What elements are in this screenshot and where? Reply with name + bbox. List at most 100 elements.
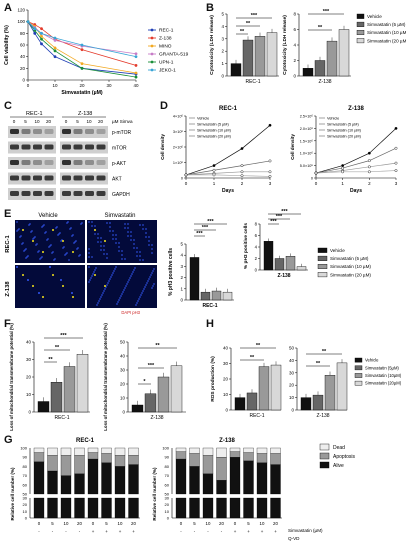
panel-e-nucleus xyxy=(21,243,23,245)
panel-c-band xyxy=(44,129,54,134)
panel-e-nucleus xyxy=(130,235,132,237)
panel-e-nucleus xyxy=(145,232,147,234)
panel-a-point xyxy=(53,36,57,40)
panel-e-nucleus xyxy=(115,266,117,268)
panel-g-rec-ytick-label: 60 xyxy=(23,482,28,487)
panel-g-rec-dose-label: 10 xyxy=(64,521,69,526)
panel-e-nucleus xyxy=(141,292,143,294)
panel-g-z-bar-dead xyxy=(202,447,214,456)
panel-e-legend-swatch xyxy=(317,264,328,270)
panel-h-rec-bar xyxy=(234,397,246,411)
panel-d-z-point xyxy=(341,170,345,174)
panel-a-point xyxy=(40,42,43,46)
panel-e-nucleus xyxy=(136,247,138,249)
panel-e-z-ytick-label: 2 xyxy=(255,256,258,261)
panel-g-rec-bar-alive xyxy=(101,462,112,495)
panel-g-rec-qvd-label: - xyxy=(52,529,54,534)
panel-e-nucleus xyxy=(71,235,73,237)
panel-e-z-ytick-label: 6 xyxy=(255,233,258,238)
panel-b-legend-swatch xyxy=(356,38,365,44)
panel-a-ytick-label: 60 xyxy=(20,43,26,48)
panel-c-row-label: mTOR xyxy=(112,146,127,152)
panel-a-ytick-label: 80 xyxy=(20,31,26,36)
panel-g-z-bar-apoptosis xyxy=(175,451,187,460)
panel-g-z-ytick-label: 70 xyxy=(165,473,170,478)
panel-c-band xyxy=(85,144,94,150)
panel-f-z-ytick-label: 50 xyxy=(120,340,126,345)
panel-g-z-bar-alive-bottom xyxy=(175,497,187,519)
panel-a-point xyxy=(134,52,138,56)
panel-e-nucleus xyxy=(91,256,93,258)
panel-d-rec-xtick-label: 3 xyxy=(269,181,272,186)
panel-d-rec-xlabel: Days xyxy=(222,188,234,194)
panel-c-band xyxy=(33,144,42,150)
panel-g-rec-ylabel: Relative cell number (%) xyxy=(10,467,15,521)
panel-g-z-bar-dead xyxy=(270,447,281,454)
panel-e-nucleus xyxy=(144,286,146,288)
panel-a-legend-label: Z-138 xyxy=(159,36,172,42)
panel-e-ylabel: % pH3 positive cells xyxy=(168,248,174,296)
panel-g-rec-qvd-label: + xyxy=(132,529,135,534)
panel-c-blot-strip xyxy=(60,157,108,169)
panel-e-nucleus xyxy=(32,238,34,240)
panel-d-z-legend-label: Simvastatin (10 µM) xyxy=(327,128,362,132)
panel-e-ph3-cell xyxy=(42,296,44,298)
panel-g-rec-ytick-label: 80 xyxy=(23,464,28,469)
panel-c-band xyxy=(10,144,19,150)
panel-e-nucleus xyxy=(91,275,93,277)
panel-c-band xyxy=(10,129,19,134)
panel-g-rec-bar-dead xyxy=(74,447,85,456)
panel-e-nucleus xyxy=(88,221,90,223)
panel-a-xtick-label: 20 xyxy=(79,83,85,88)
panel-f-rec-ytick-label: 20 xyxy=(26,375,32,380)
panel-a-point xyxy=(80,66,84,70)
panel-d-z-ytick-label: 5.0×10⁵ xyxy=(300,164,314,168)
panel-e-rec-bar xyxy=(211,290,222,301)
panel-a-point xyxy=(33,27,37,31)
panel-b-group-label: Z-138 xyxy=(318,79,331,85)
panel-d-rec-xtick-label: 0 xyxy=(185,181,188,186)
panel-b-legend-label: Simvastatin (20 µM) xyxy=(367,38,406,43)
panel-d-z-point xyxy=(314,171,318,175)
panel-h-rec-sig-label: ** xyxy=(250,355,255,361)
panel-c-band xyxy=(73,175,83,181)
panel-e-rec-ytick-label: 5 xyxy=(180,242,183,247)
panel-e-nucleus xyxy=(116,303,118,305)
panel-g-z-bar-alive-bottom xyxy=(189,497,200,519)
panel-d-rec-ytick-label: 0 xyxy=(181,177,183,181)
panel-a-legend-marker xyxy=(150,44,154,48)
panel-b-z-ytick-label: 4 xyxy=(293,43,296,48)
panel-e-nucleus xyxy=(149,276,151,278)
panel-c-band xyxy=(73,191,83,196)
panel-e-micrograph xyxy=(87,265,157,308)
panel-b-legend-label: Simvastatin (10 µM) xyxy=(367,30,406,35)
panel-a-point xyxy=(134,71,138,75)
panel-e-nucleus xyxy=(148,244,150,246)
panel-e-nucleus xyxy=(108,280,110,282)
panel-b-legend-swatch xyxy=(356,13,365,19)
panel-d-rec-ylabel: Cell density xyxy=(160,134,165,160)
panel-e-nucleus xyxy=(106,257,108,259)
panel-d-rec-point xyxy=(268,123,272,127)
panel-f-rec-ytick-label: 10 xyxy=(26,392,32,397)
panel-b-z-ytick-label: 8 xyxy=(293,12,296,17)
panel-e-nucleus xyxy=(124,258,126,260)
panel-e-nucleus xyxy=(100,296,102,298)
panel-c-band xyxy=(85,175,94,181)
panel-b-rec-ytick-label: 2 xyxy=(221,49,224,54)
panel-e-nucleus xyxy=(16,221,18,223)
panel-b-z-bar xyxy=(314,60,326,77)
panel-e-legend-swatch xyxy=(317,272,328,278)
panel-h-z-bar xyxy=(312,394,324,411)
panel-c-band xyxy=(21,175,31,181)
panel-a-legend-label: UPN-1 xyxy=(159,60,174,66)
panel-e-nucleus xyxy=(112,272,114,274)
panel-g-rec-bar-alive xyxy=(60,475,72,495)
panel-h-legend-swatch xyxy=(354,365,363,371)
panel-d-z-title: Z-138 xyxy=(348,106,364,112)
panel-g-z-bar-alive xyxy=(175,458,187,495)
panel-g-z-bar-dead xyxy=(243,447,254,453)
panel-e-nucleus xyxy=(125,285,127,287)
panel-e-nucleus xyxy=(100,245,102,247)
panel-a-point xyxy=(80,43,84,47)
